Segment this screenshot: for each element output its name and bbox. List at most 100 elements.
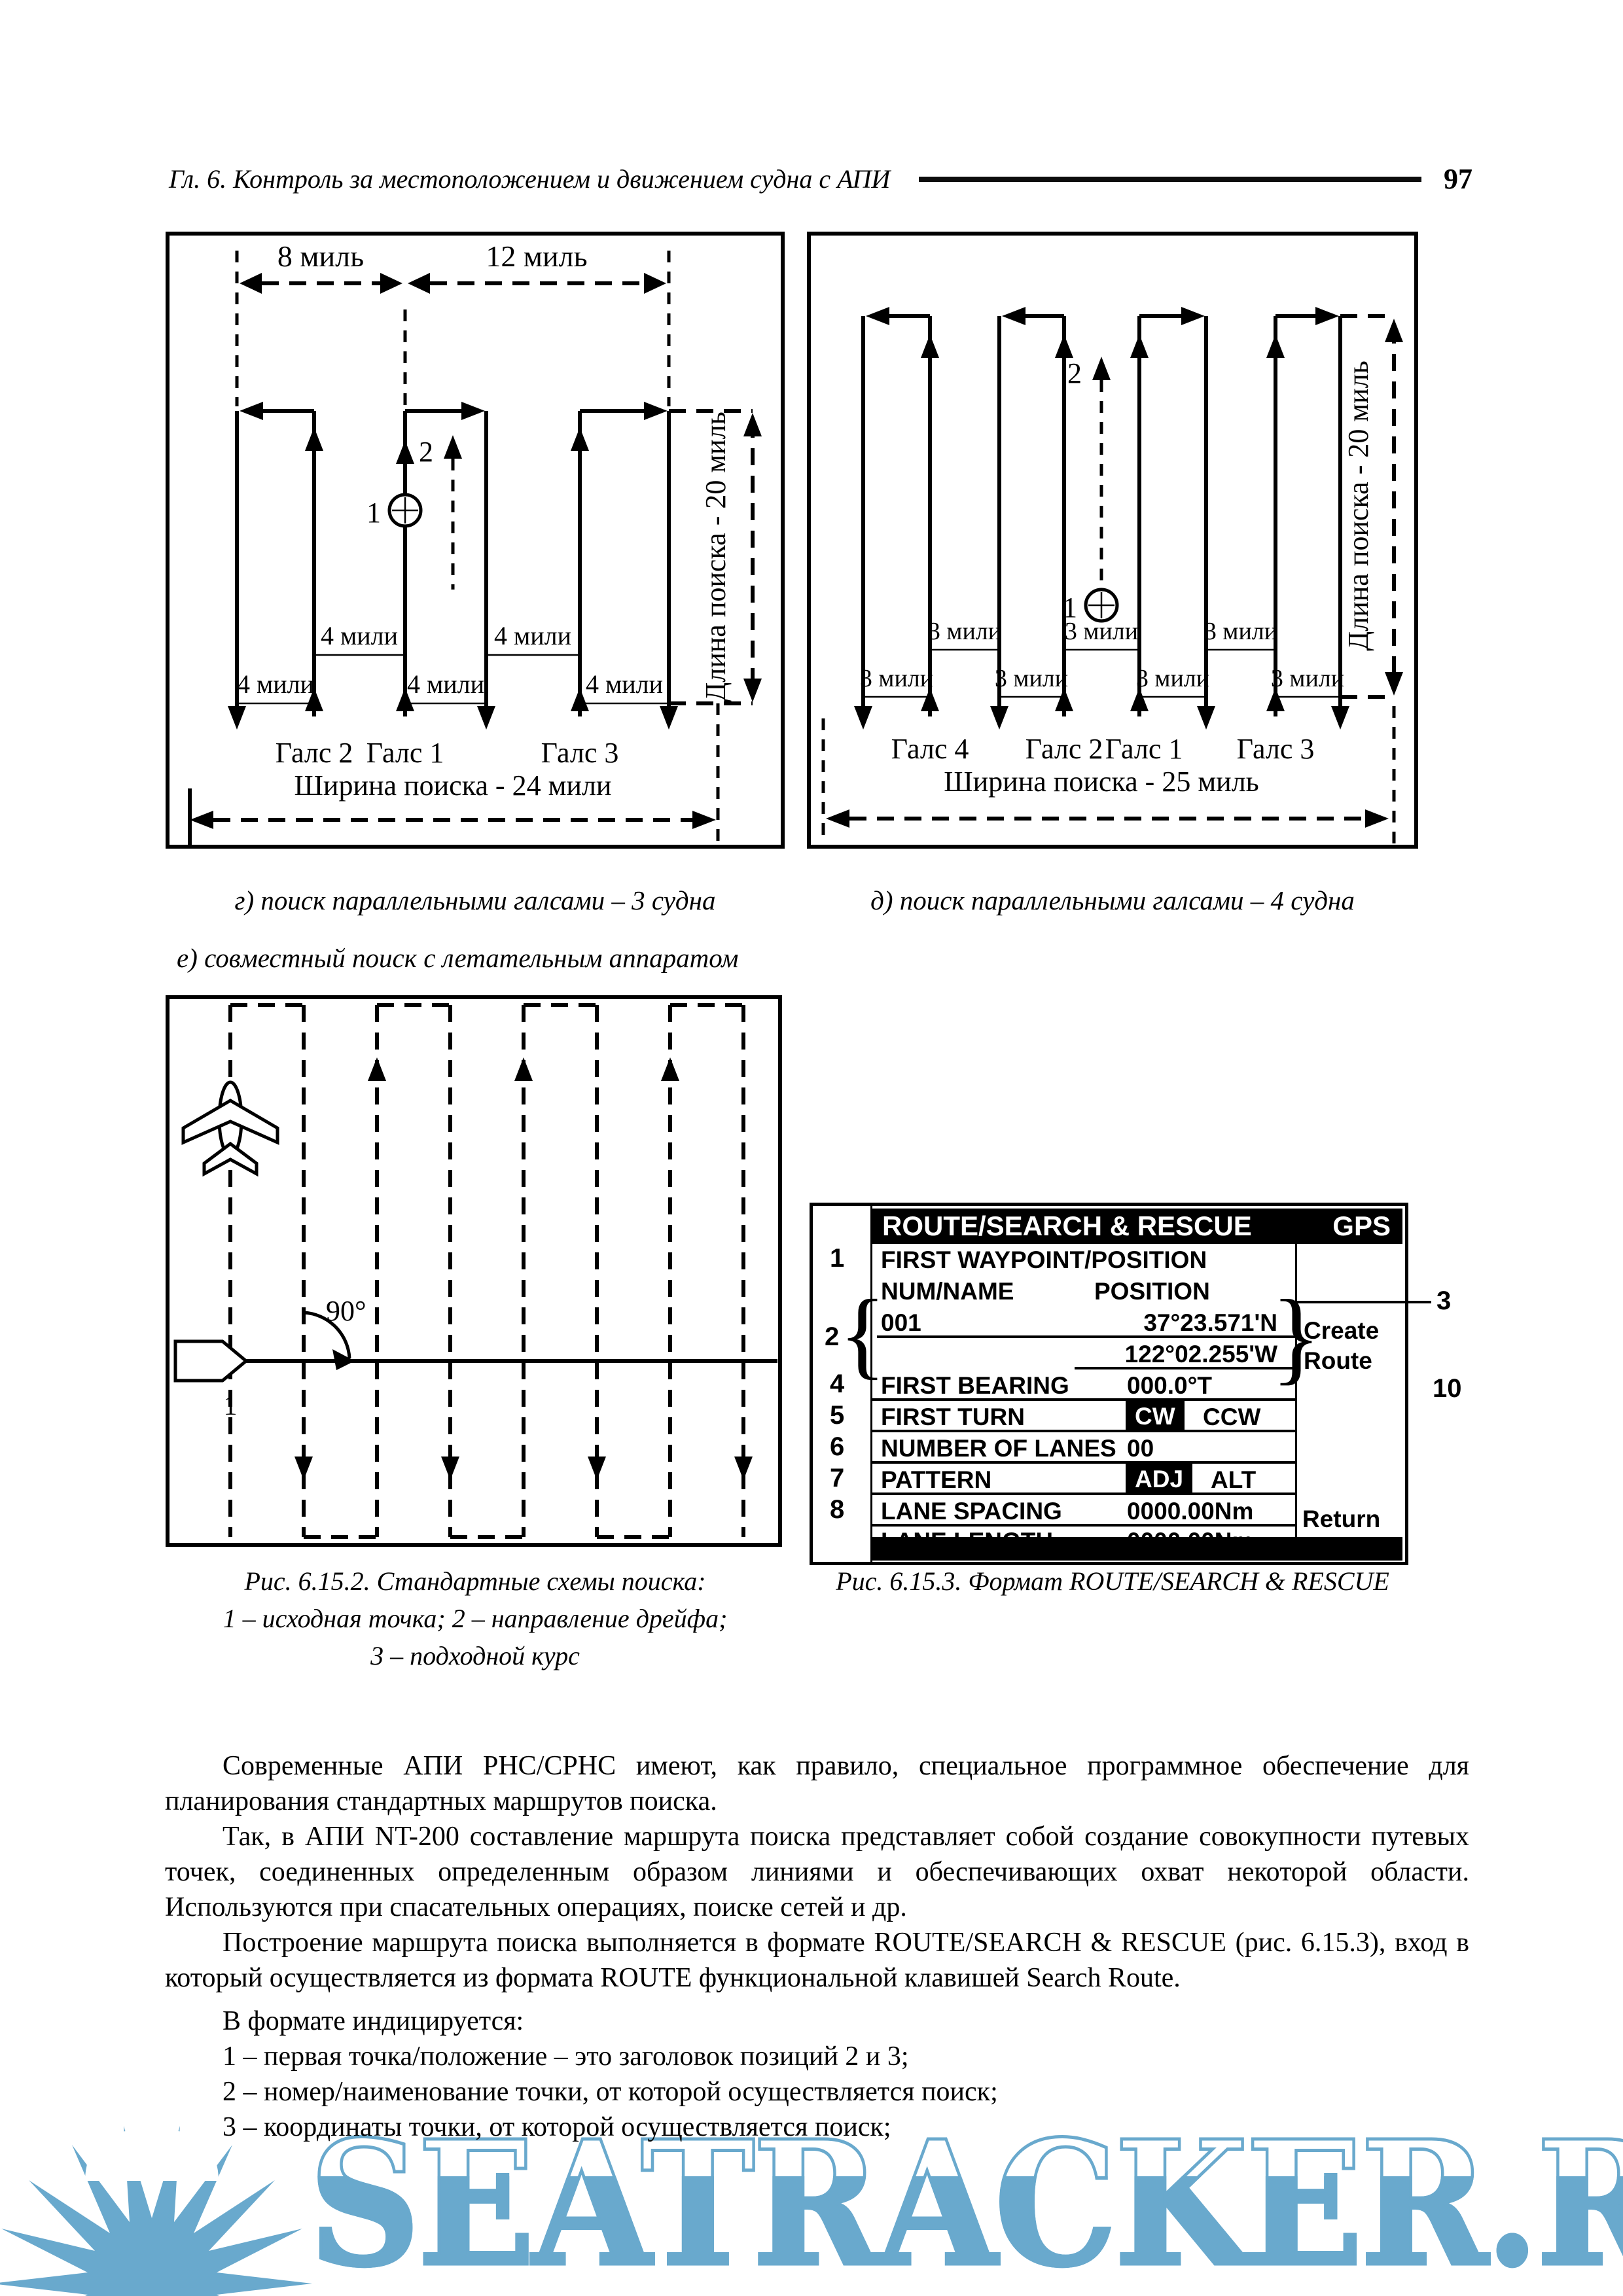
width-label: Ширина поиска - 25 миль xyxy=(944,766,1259,798)
gap-4mi: 4 мили xyxy=(586,669,663,699)
gap-3mi: 3 мили xyxy=(1271,665,1344,692)
dim-12-miles: 12 миль xyxy=(486,239,587,273)
track-label: Галс 3 xyxy=(541,737,619,769)
row-number-of-lanes: NUMBER OF LANES xyxy=(881,1435,1116,1462)
length-dimension: Длина поиска - 20 миль xyxy=(1340,319,1403,699)
gap-3mi: 3 мили xyxy=(1065,618,1138,645)
ship-point-label: 1 xyxy=(224,1391,238,1421)
track-label: Галс 3 xyxy=(1237,733,1315,765)
waypoint-number: 001 xyxy=(881,1309,921,1336)
watermark-text: SEATRACKER.RU SEATRACKER.RU xyxy=(308,2125,1623,2296)
track-label: Галс 1 xyxy=(1105,733,1183,765)
width-label: Ширина поиска - 24 мили xyxy=(294,769,612,802)
gap-dimensions: 3 мили 3 мили 3 мили 3 мили 3 мили 3 мил… xyxy=(860,618,1344,698)
latitude-value: 37°23.571'N xyxy=(1143,1309,1277,1336)
separator xyxy=(870,1398,1295,1401)
spacing-value: 0000.00Nm xyxy=(1127,1498,1254,1525)
list-item: 2 – номер/наименование точки, от которой… xyxy=(223,2077,998,2107)
pattern-alt: ALT xyxy=(1211,1466,1257,1493)
track-label: Галс 4 xyxy=(891,733,969,765)
gap-4mi: 4 мили xyxy=(407,669,484,699)
aircraft-icon xyxy=(181,1080,279,1177)
turn-cw-selected: CW xyxy=(1126,1401,1185,1432)
figure-6-15-3-caption: Рис. 6.15.3. Формат ROUTE/SEARCH & RESCU… xyxy=(836,1566,1389,1596)
sun-logo xyxy=(0,2126,312,2296)
row-first-turn: FIRST TURN xyxy=(881,1404,1025,1430)
gap-3mi: 3 мили xyxy=(1204,618,1277,645)
gap-3mi: 3 мили xyxy=(995,665,1068,692)
track-label: Галс 2 xyxy=(276,737,353,769)
screen-bottom-bar xyxy=(870,1537,1402,1561)
softkey-create-route: Create Route xyxy=(1304,1317,1380,1374)
softkey-return: Return xyxy=(1302,1506,1381,1532)
width-dimension: Ширина поиска - 25 миль xyxy=(821,706,1396,843)
datum-point: 1 xyxy=(1063,588,1119,624)
gap-4mi: 4 мили xyxy=(237,669,314,699)
gap-4mi: 4 мили xyxy=(494,621,571,650)
angle-label: 90° xyxy=(326,1295,366,1327)
watermark-text-fill: SEATRACKER.RU xyxy=(309,2125,1623,2296)
paragraph: Так, в АПИ NT-200 составление маршрута п… xyxy=(165,1822,1469,1922)
gps-system-label: GPS xyxy=(1332,1210,1391,1241)
dim-8-miles: 8 миль xyxy=(277,239,364,273)
row-first-waypoint: FIRST WAYPOINT/POSITION xyxy=(881,1246,1207,1273)
page-number: 97 xyxy=(1444,163,1472,195)
caption-g: г) поиск параллельными галсами – 3 судна xyxy=(234,885,716,915)
figcap-line: Рис. 6.15.2. Стандартные схемы поиска: xyxy=(244,1566,706,1596)
track-label: Галс 1 xyxy=(366,737,444,769)
left-brace: { xyxy=(839,1280,886,1388)
index-1: 1 xyxy=(830,1244,845,1273)
gap-3mi: 3 мили xyxy=(1136,665,1209,692)
lanes-value: 00 xyxy=(1127,1435,1154,1462)
diagram-parallel-3-ships: 8 миль 12 миль xyxy=(166,232,785,849)
caption-e: е) совместный поиск с летательным аппара… xyxy=(177,943,739,973)
approach-course: 1 90° xyxy=(173,1295,777,1421)
figure-6-15-2-caption: Рис. 6.15.2. Стандартные схемы поиска: 1… xyxy=(165,1563,785,1674)
separator xyxy=(870,1492,1295,1495)
watermark: SEATRACKER.RU SEATRACKER.RU xyxy=(0,2125,1623,2296)
datum-point: 1 xyxy=(366,493,423,529)
gap-dimensions: 4 мили 4 мили 4 мили 4 мили 4 мили xyxy=(237,621,669,705)
index-7: 7 xyxy=(830,1464,845,1492)
drift-arrow: 2 xyxy=(419,435,462,590)
separator xyxy=(1075,1367,1295,1369)
gap-3mi: 3 мили xyxy=(860,665,933,692)
col-num-name: NUM/NAME xyxy=(881,1278,1014,1305)
track-labels: Галс 4 Галс 2 Галс 1 Галс 3 xyxy=(891,733,1315,765)
turn-ccw: CCW xyxy=(1203,1404,1261,1430)
top-dimension-guides xyxy=(235,251,671,406)
top-dimension-lines: 8 миль 12 миль xyxy=(240,239,666,294)
separator xyxy=(870,1430,1295,1432)
header-rule xyxy=(919,176,1421,182)
datum-label: 1 xyxy=(366,497,381,529)
length-dimension: Длина поиска - 20 миль xyxy=(669,412,762,705)
length-label: Длина поиска - 20 миль xyxy=(1342,361,1374,651)
paragraph: Современные АПИ РНС/СРНС имеют, как прав… xyxy=(165,1751,1469,1816)
track-connectors xyxy=(866,307,1394,325)
left-margin-divider xyxy=(870,1206,872,1562)
track-legs xyxy=(228,411,678,730)
watermark-text-outline: SEATRACKER.RU xyxy=(308,2125,1623,2296)
gps-format-panel: ROUTE/SEARCH & RESCUE GPS 1 2 { 4 5 6 7 … xyxy=(810,1203,1464,1569)
index-10: 10 xyxy=(1433,1374,1462,1403)
track-label: Галс 2 xyxy=(1026,733,1103,765)
body-text: Современные АПИ РНС/СРНС имеют, как прав… xyxy=(165,1748,1469,2145)
softkey-divider xyxy=(1295,1244,1297,1537)
figcap-line: 3 – подходной курс xyxy=(370,1641,580,1670)
gps-screen: ROUTE/SEARCH & RESCUE GPS 1 2 { 4 5 6 7 … xyxy=(810,1203,1408,1565)
search-serpentine xyxy=(228,1003,753,1539)
index-2: 2 xyxy=(825,1322,840,1351)
separator xyxy=(877,1335,1295,1338)
gps-title-bar: ROUTE/SEARCH & RESCUE GPS xyxy=(870,1209,1402,1244)
col-position: POSITION xyxy=(1094,1278,1210,1305)
gps-title: ROUTE/SEARCH & RESCUE xyxy=(882,1210,1252,1241)
pattern-adj-selected: ADJ xyxy=(1126,1464,1193,1495)
track-labels: Галс 2 Галс 1 Галс 3 xyxy=(276,737,619,769)
index-4: 4 xyxy=(830,1369,845,1398)
list-item: 1 – первая точка/положение – это заголов… xyxy=(223,2041,909,2072)
page-header: Гл. 6. Контроль за местоположением и дви… xyxy=(169,162,1472,196)
diagram-parallel-4-ships: 1 2 3 мили 3 мили 3 мили 3 мили 3 мили 3… xyxy=(807,232,1418,849)
row-pattern: PATTERN xyxy=(881,1466,992,1493)
paragraph: В формате индицируется: xyxy=(223,2006,524,2036)
diagram-aircraft-search: 1 90° xyxy=(166,995,782,1547)
